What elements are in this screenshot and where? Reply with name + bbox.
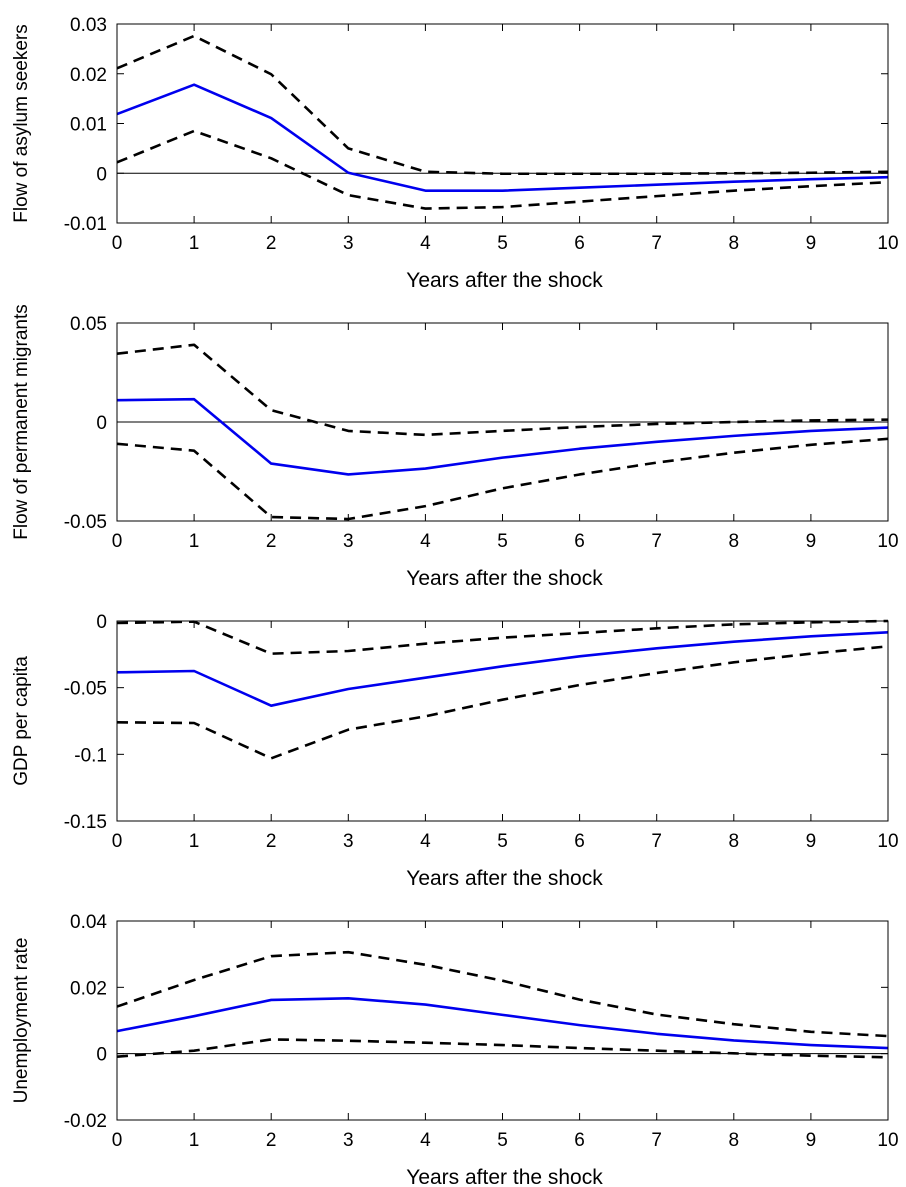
confidence-band-line-1 bbox=[116, 619, 889, 655]
confidence-band-line-2 bbox=[116, 129, 889, 210]
x-tick-label: 10 bbox=[877, 233, 898, 254]
x-axis-title: Years after the shock bbox=[406, 867, 603, 890]
x-tick-label: 6 bbox=[574, 831, 585, 852]
y-tick-label: 0.01 bbox=[70, 115, 107, 136]
x-tick-label: 7 bbox=[651, 831, 662, 852]
x-tick-label: 4 bbox=[420, 831, 431, 852]
x-axis-title: Years after the shock bbox=[406, 269, 603, 292]
x-tick-label: 3 bbox=[343, 831, 354, 852]
x-tick-label: 0 bbox=[112, 531, 123, 552]
x-tick-label: 7 bbox=[651, 531, 662, 552]
x-tick-label: 4 bbox=[420, 1130, 431, 1151]
x-tick-label: 8 bbox=[729, 1130, 740, 1151]
x-tick-label: 9 bbox=[806, 1130, 817, 1151]
x-tick-label: 4 bbox=[420, 531, 431, 552]
x-tick-label: 3 bbox=[343, 531, 354, 552]
x-tick-label: 3 bbox=[343, 233, 354, 254]
x-tick-label: 9 bbox=[806, 831, 817, 852]
y-tick-label: 0.05 bbox=[70, 314, 107, 335]
y-axis-title: Flow of permanent migrants bbox=[11, 304, 32, 540]
y-tick-label: -0.01 bbox=[64, 214, 107, 235]
y-tick-label: 0.02 bbox=[70, 978, 107, 999]
x-axis-title: Years after the shock bbox=[406, 567, 603, 590]
x-tick-label: 6 bbox=[574, 233, 585, 254]
chart-panel-3: 0 1 2 3 4 5 6 7 8 9 10 -0.15 -0.1 -0.05 0 Years after t… bbox=[11, 612, 899, 890]
confidence-band-line-1 bbox=[116, 950, 889, 1038]
y-axis-title: Unemployment rate bbox=[11, 938, 32, 1104]
y-tick-label: 0 bbox=[96, 612, 107, 633]
y-tick-label: -0.02 bbox=[64, 1111, 107, 1132]
y-tick-label: -0.15 bbox=[64, 812, 107, 833]
x-tick-label: 0 bbox=[112, 1130, 123, 1151]
x-tick-label: 5 bbox=[497, 531, 508, 552]
x-tick-label: 1 bbox=[189, 1130, 200, 1151]
x-tick-label: 8 bbox=[729, 233, 740, 254]
response-line-0 bbox=[116, 631, 889, 707]
x-tick-label: 0 bbox=[112, 831, 123, 852]
y-tick-label: 0.04 bbox=[70, 912, 107, 933]
confidence-band-line-1 bbox=[116, 343, 889, 437]
x-tick-label: 9 bbox=[806, 233, 817, 254]
y-tick-label: 0 bbox=[96, 1045, 107, 1066]
x-tick-label: 2 bbox=[266, 1130, 277, 1151]
x-tick-label: 10 bbox=[877, 831, 898, 852]
y-axis-title: Flow of asylum seekers bbox=[11, 24, 32, 223]
x-tick-label: 6 bbox=[574, 1130, 585, 1151]
x-tick-label: 9 bbox=[806, 531, 817, 552]
confidence-band-line-1 bbox=[116, 34, 889, 176]
x-tick-label: 5 bbox=[497, 831, 508, 852]
y-tick-label: 0.03 bbox=[70, 15, 107, 36]
x-tick-label: 4 bbox=[420, 233, 431, 254]
y-tick-label: 0.02 bbox=[70, 65, 107, 86]
x-tick-label: 7 bbox=[651, 1130, 662, 1151]
x-tick-label: 5 bbox=[497, 1130, 508, 1151]
y-tick-label: 0 bbox=[96, 413, 107, 434]
x-axis-title: Years after the shock bbox=[406, 1166, 603, 1187]
x-tick-label: 3 bbox=[343, 1130, 354, 1151]
x-tick-label: 2 bbox=[266, 233, 277, 254]
x-tick-label: 10 bbox=[877, 1130, 898, 1151]
plot-frame bbox=[116, 920, 889, 1121]
confidence-band-line-2 bbox=[116, 437, 889, 521]
x-tick-label: 1 bbox=[189, 531, 200, 552]
x-tick-label: 5 bbox=[497, 233, 508, 254]
response-line-0 bbox=[116, 996, 889, 1050]
y-axis-title: GDP per capita bbox=[11, 656, 32, 786]
confidence-band-line-2 bbox=[116, 645, 889, 760]
x-tick-label: 2 bbox=[266, 531, 277, 552]
x-tick-label: 10 bbox=[877, 531, 898, 552]
x-tick-label: 8 bbox=[729, 531, 740, 552]
confidence-band-line-2 bbox=[116, 1038, 889, 1059]
x-tick-label: 1 bbox=[189, 233, 200, 254]
response-line-0 bbox=[116, 83, 889, 192]
x-tick-label: 6 bbox=[574, 531, 585, 552]
x-tick-label: 7 bbox=[651, 233, 662, 254]
y-tick-label: -0.05 bbox=[64, 512, 107, 533]
x-tick-label: 0 bbox=[112, 233, 123, 254]
response-line-0 bbox=[116, 397, 889, 476]
plot-frame bbox=[116, 620, 889, 822]
y-tick-label: 0 bbox=[96, 164, 107, 185]
y-tick-label: -0.05 bbox=[64, 679, 107, 700]
x-tick-label: 2 bbox=[266, 831, 277, 852]
x-tick-label: 1 bbox=[189, 831, 200, 852]
x-tick-label: 8 bbox=[729, 831, 740, 852]
y-tick-label: -0.1 bbox=[74, 745, 107, 766]
